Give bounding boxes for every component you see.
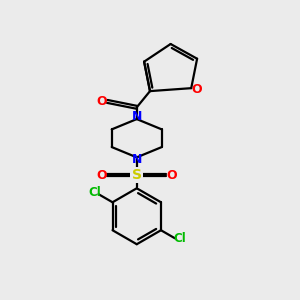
Text: O: O [191,83,202,96]
Text: O: O [97,169,107,182]
Text: Cl: Cl [88,186,101,199]
Text: N: N [132,110,142,123]
Text: O: O [166,169,177,182]
Text: Cl: Cl [173,232,186,245]
Text: O: O [97,95,107,108]
Text: S: S [132,168,142,182]
Text: N: N [132,153,142,166]
